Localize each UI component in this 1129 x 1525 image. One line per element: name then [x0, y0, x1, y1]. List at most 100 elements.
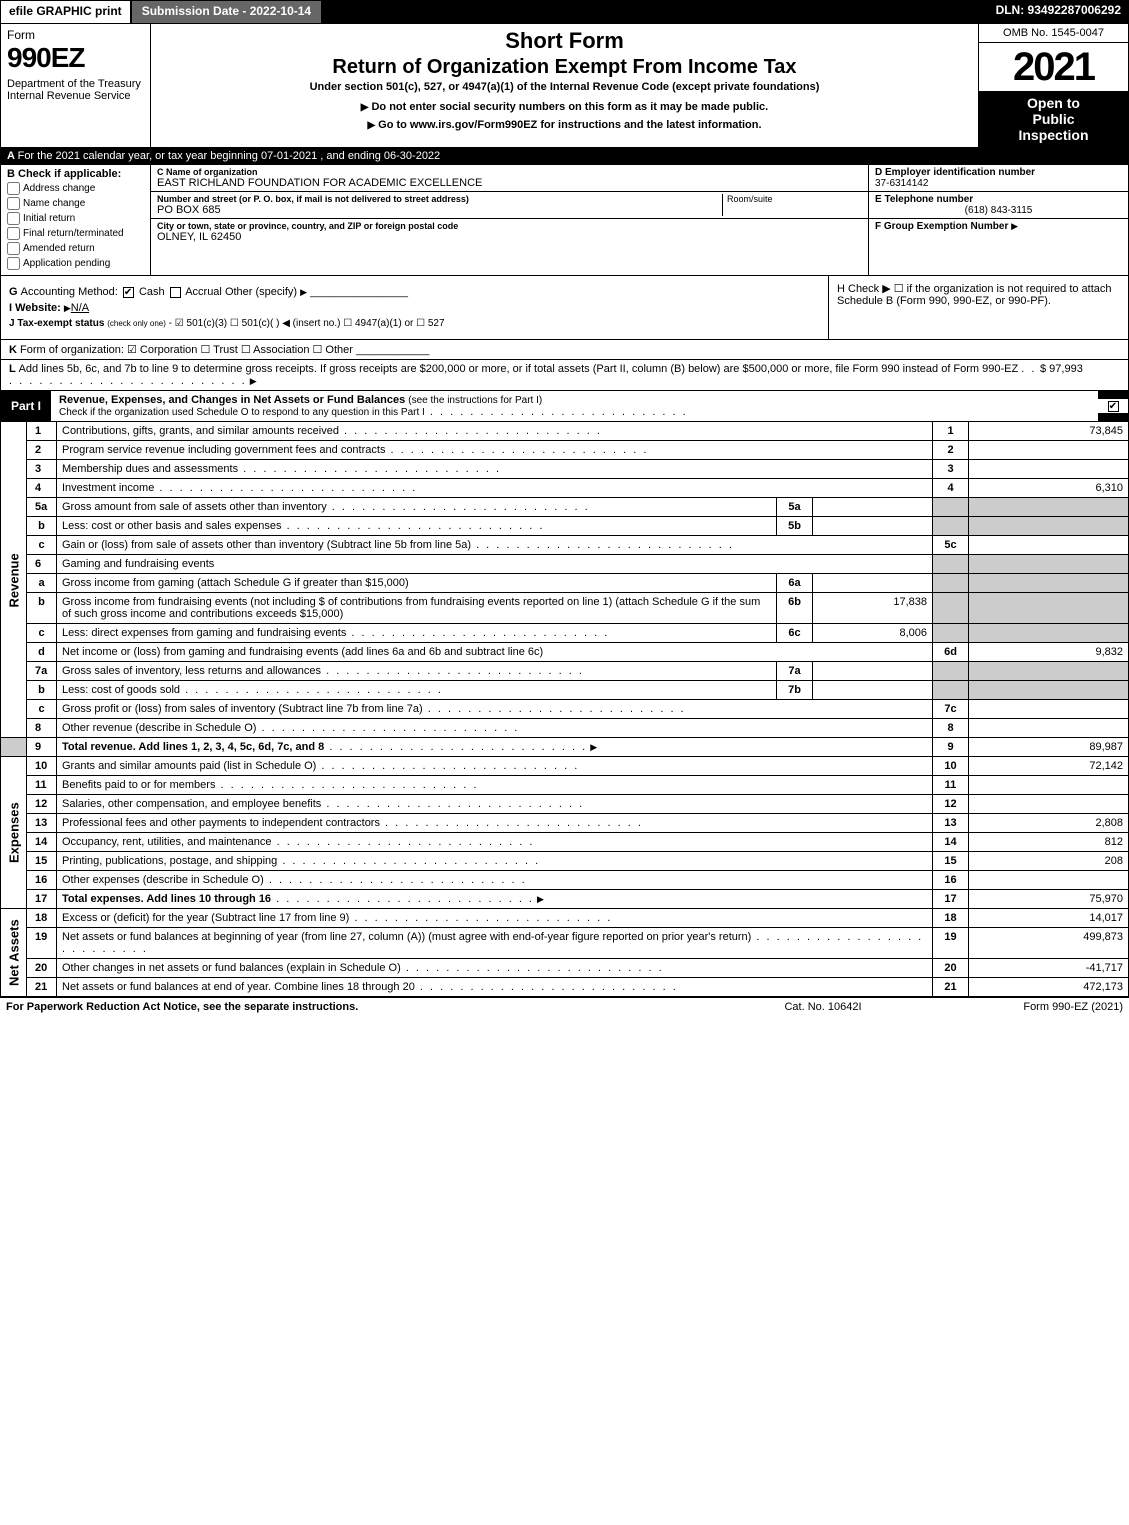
part-1-header: Part I Revenue, Expenses, and Changes in…: [0, 391, 1129, 422]
table-row: cGain or (loss) from sale of assets othe…: [1, 536, 1129, 555]
table-row: 14Occupancy, rent, utilities, and mainte…: [1, 833, 1129, 852]
sidelabel-expenses: Expenses: [1, 757, 27, 909]
spacer: [322, 0, 987, 24]
table-row: 8Other revenue (describe in Schedule O) …: [1, 719, 1129, 738]
arrow-icon: [300, 286, 307, 298]
chk-amended-return[interactable]: Amended return: [7, 242, 144, 255]
table-row: cGross profit or (loss) from sales of in…: [1, 700, 1129, 719]
footer-left: For Paperwork Reduction Act Notice, see …: [6, 1001, 723, 1013]
sidelabel-revenue: Revenue: [1, 422, 27, 738]
form-number: 990EZ: [7, 42, 144, 74]
phone-value: (618) 843-3115: [875, 205, 1122, 216]
table-row: 2Program service revenue including gover…: [1, 441, 1129, 460]
org-addr-value: PO BOX 685: [157, 204, 221, 216]
line-j: J Tax-exempt status (check only one) - ☑…: [9, 318, 820, 329]
sidelabel-netassets: Net Assets: [1, 909, 27, 997]
line-i: I Website: N/A: [9, 302, 820, 314]
inspection-badge: Open to Public Inspection: [979, 91, 1128, 147]
table-row: bLess: cost of goods sold 7b: [1, 681, 1129, 700]
website-value: N/A: [71, 302, 89, 314]
row-a-text: For the 2021 calendar year, or tax year …: [18, 150, 441, 162]
table-row: 13Professional fees and other payments t…: [1, 814, 1129, 833]
org-name-value: EAST RICHLAND FOUNDATION FOR ACADEMIC EX…: [157, 177, 482, 189]
phone-row: E Telephone number (618) 843-3115: [869, 192, 1128, 219]
group-label: F Group Exemption Number: [875, 221, 1008, 232]
table-row: dNet income or (loss) from gaming and fu…: [1, 643, 1129, 662]
ein-value: 37-6314142: [875, 178, 928, 189]
chk-cash[interactable]: [123, 287, 134, 298]
org-city-row: City or town, state or province, country…: [151, 219, 868, 245]
room-suite: Room/suite: [722, 194, 862, 216]
subtitle-ssn-warning: Do not enter social security numbers on …: [159, 101, 970, 113]
footer-catalog: Cat. No. 10642I: [723, 1001, 923, 1013]
section-b-header: B Check if applicable:: [7, 168, 144, 180]
ein-row: D Employer identification number 37-6314…: [869, 165, 1128, 192]
table-row: 9Total revenue. Add lines 1, 2, 3, 4, 5c…: [1, 738, 1129, 757]
short-form-title: Short Form: [159, 28, 970, 54]
table-row: cLess: direct expenses from gaming and f…: [1, 624, 1129, 643]
section-def: D Employer identification number 37-6314…: [868, 165, 1128, 275]
row-a-label: A: [7, 150, 18, 162]
table-row: 16Other expenses (describe in Schedule O…: [1, 871, 1129, 890]
line-h: H Check ▶ ☐ if the organization is not r…: [828, 276, 1128, 339]
efile-label: efile GRAPHIC print: [0, 0, 131, 24]
header-center: Short Form Return of Organization Exempt…: [151, 24, 978, 147]
org-addr-row: Number and street (or P. O. box, if mail…: [151, 192, 868, 219]
section-ghij: G Accounting Method: Cash Accrual Other …: [0, 276, 1129, 340]
table-row: 7aGross sales of inventory, less returns…: [1, 662, 1129, 681]
table-row: 15Printing, publications, postage, and s…: [1, 852, 1129, 871]
chk-name-change[interactable]: Name change: [7, 197, 144, 210]
line-l: L Add lines 5b, 6c, and 7b to line 9 to …: [0, 360, 1129, 391]
phone-label: E Telephone number: [875, 194, 973, 205]
part-1-table: Revenue 1 Contributions, gifts, grants, …: [0, 422, 1129, 997]
org-name-label: C Name of organization: [157, 167, 862, 177]
form-word: Form: [7, 28, 144, 42]
table-row: 17Total expenses. Add lines 10 through 1…: [1, 890, 1129, 909]
table-row: Expenses 10Grants and similar amounts pa…: [1, 757, 1129, 776]
chk-accrual[interactable]: [170, 287, 181, 298]
form-header: Form 990EZ Department of the Treasury In…: [0, 24, 1129, 148]
row-a-tax-year: A For the 2021 calendar year, or tax yea…: [0, 148, 1129, 165]
dln-label: DLN: 93492287006292: [988, 0, 1129, 24]
ein-label: D Employer identification number: [875, 167, 1035, 178]
org-addr-label: Number and street (or P. O. box, if mail…: [157, 194, 722, 204]
part-1-checkbox[interactable]: [1098, 399, 1128, 413]
table-row: 4Investment income 46,310: [1, 479, 1129, 498]
section-bcdef: B Check if applicable: Address change Na…: [0, 165, 1129, 276]
section-ghij-left: G Accounting Method: Cash Accrual Other …: [1, 276, 828, 339]
page-footer: For Paperwork Reduction Act Notice, see …: [0, 997, 1129, 1016]
footer-form-ref: Form 990-EZ (2021): [923, 1001, 1123, 1013]
arrow-icon: [1011, 221, 1018, 232]
section-c: C Name of organization EAST RICHLAND FOU…: [151, 165, 868, 275]
main-title: Return of Organization Exempt From Incom…: [159, 56, 970, 79]
chk-final-return[interactable]: Final return/terminated: [7, 227, 144, 240]
group-exemption-row: F Group Exemption Number: [869, 219, 1128, 275]
org-name-row: C Name of organization EAST RICHLAND FOU…: [151, 165, 868, 192]
table-row: 20Other changes in net assets or fund ba…: [1, 959, 1129, 978]
chk-application-pending[interactable]: Application pending: [7, 257, 144, 270]
chk-initial-return[interactable]: Initial return: [7, 212, 144, 225]
org-city-value: OLNEY, IL 62450: [157, 231, 241, 243]
chk-address-change[interactable]: Address change: [7, 182, 144, 195]
table-row: Revenue 1 Contributions, gifts, grants, …: [1, 422, 1129, 441]
table-row: bLess: cost or other basis and sales exp…: [1, 517, 1129, 536]
tax-year: 2021: [979, 43, 1128, 91]
arrow-icon: [250, 375, 257, 387]
line-k: K Form of organization: ☑ Corporation ☐ …: [0, 340, 1129, 360]
part-1-label: Part I: [1, 396, 51, 416]
table-row: 19Net assets or fund balances at beginni…: [1, 928, 1129, 959]
subtitle-instructions-link[interactable]: Go to www.irs.gov/Form990EZ for instruct…: [159, 119, 970, 131]
line-l-amount: $ 97,993: [1040, 363, 1120, 387]
table-row: 12Salaries, other compensation, and empl…: [1, 795, 1129, 814]
arrow-icon: [64, 302, 71, 314]
header-right: OMB No. 1545-0047 2021 Open to Public In…: [978, 24, 1128, 147]
line-g: G Accounting Method: Cash Accrual Other …: [9, 286, 820, 298]
table-row: 6Gaming and fundraising events: [1, 555, 1129, 574]
department-label: Department of the Treasury Internal Reve…: [7, 78, 144, 102]
table-row: 11Benefits paid to or for members 11: [1, 776, 1129, 795]
table-row: 3Membership dues and assessments 3: [1, 460, 1129, 479]
submission-date: Submission Date - 2022-10-14: [131, 0, 322, 24]
table-row: Net Assets 18Excess or (deficit) for the…: [1, 909, 1129, 928]
table-row: 5aGross amount from sale of assets other…: [1, 498, 1129, 517]
omb-number: OMB No. 1545-0047: [979, 24, 1128, 43]
